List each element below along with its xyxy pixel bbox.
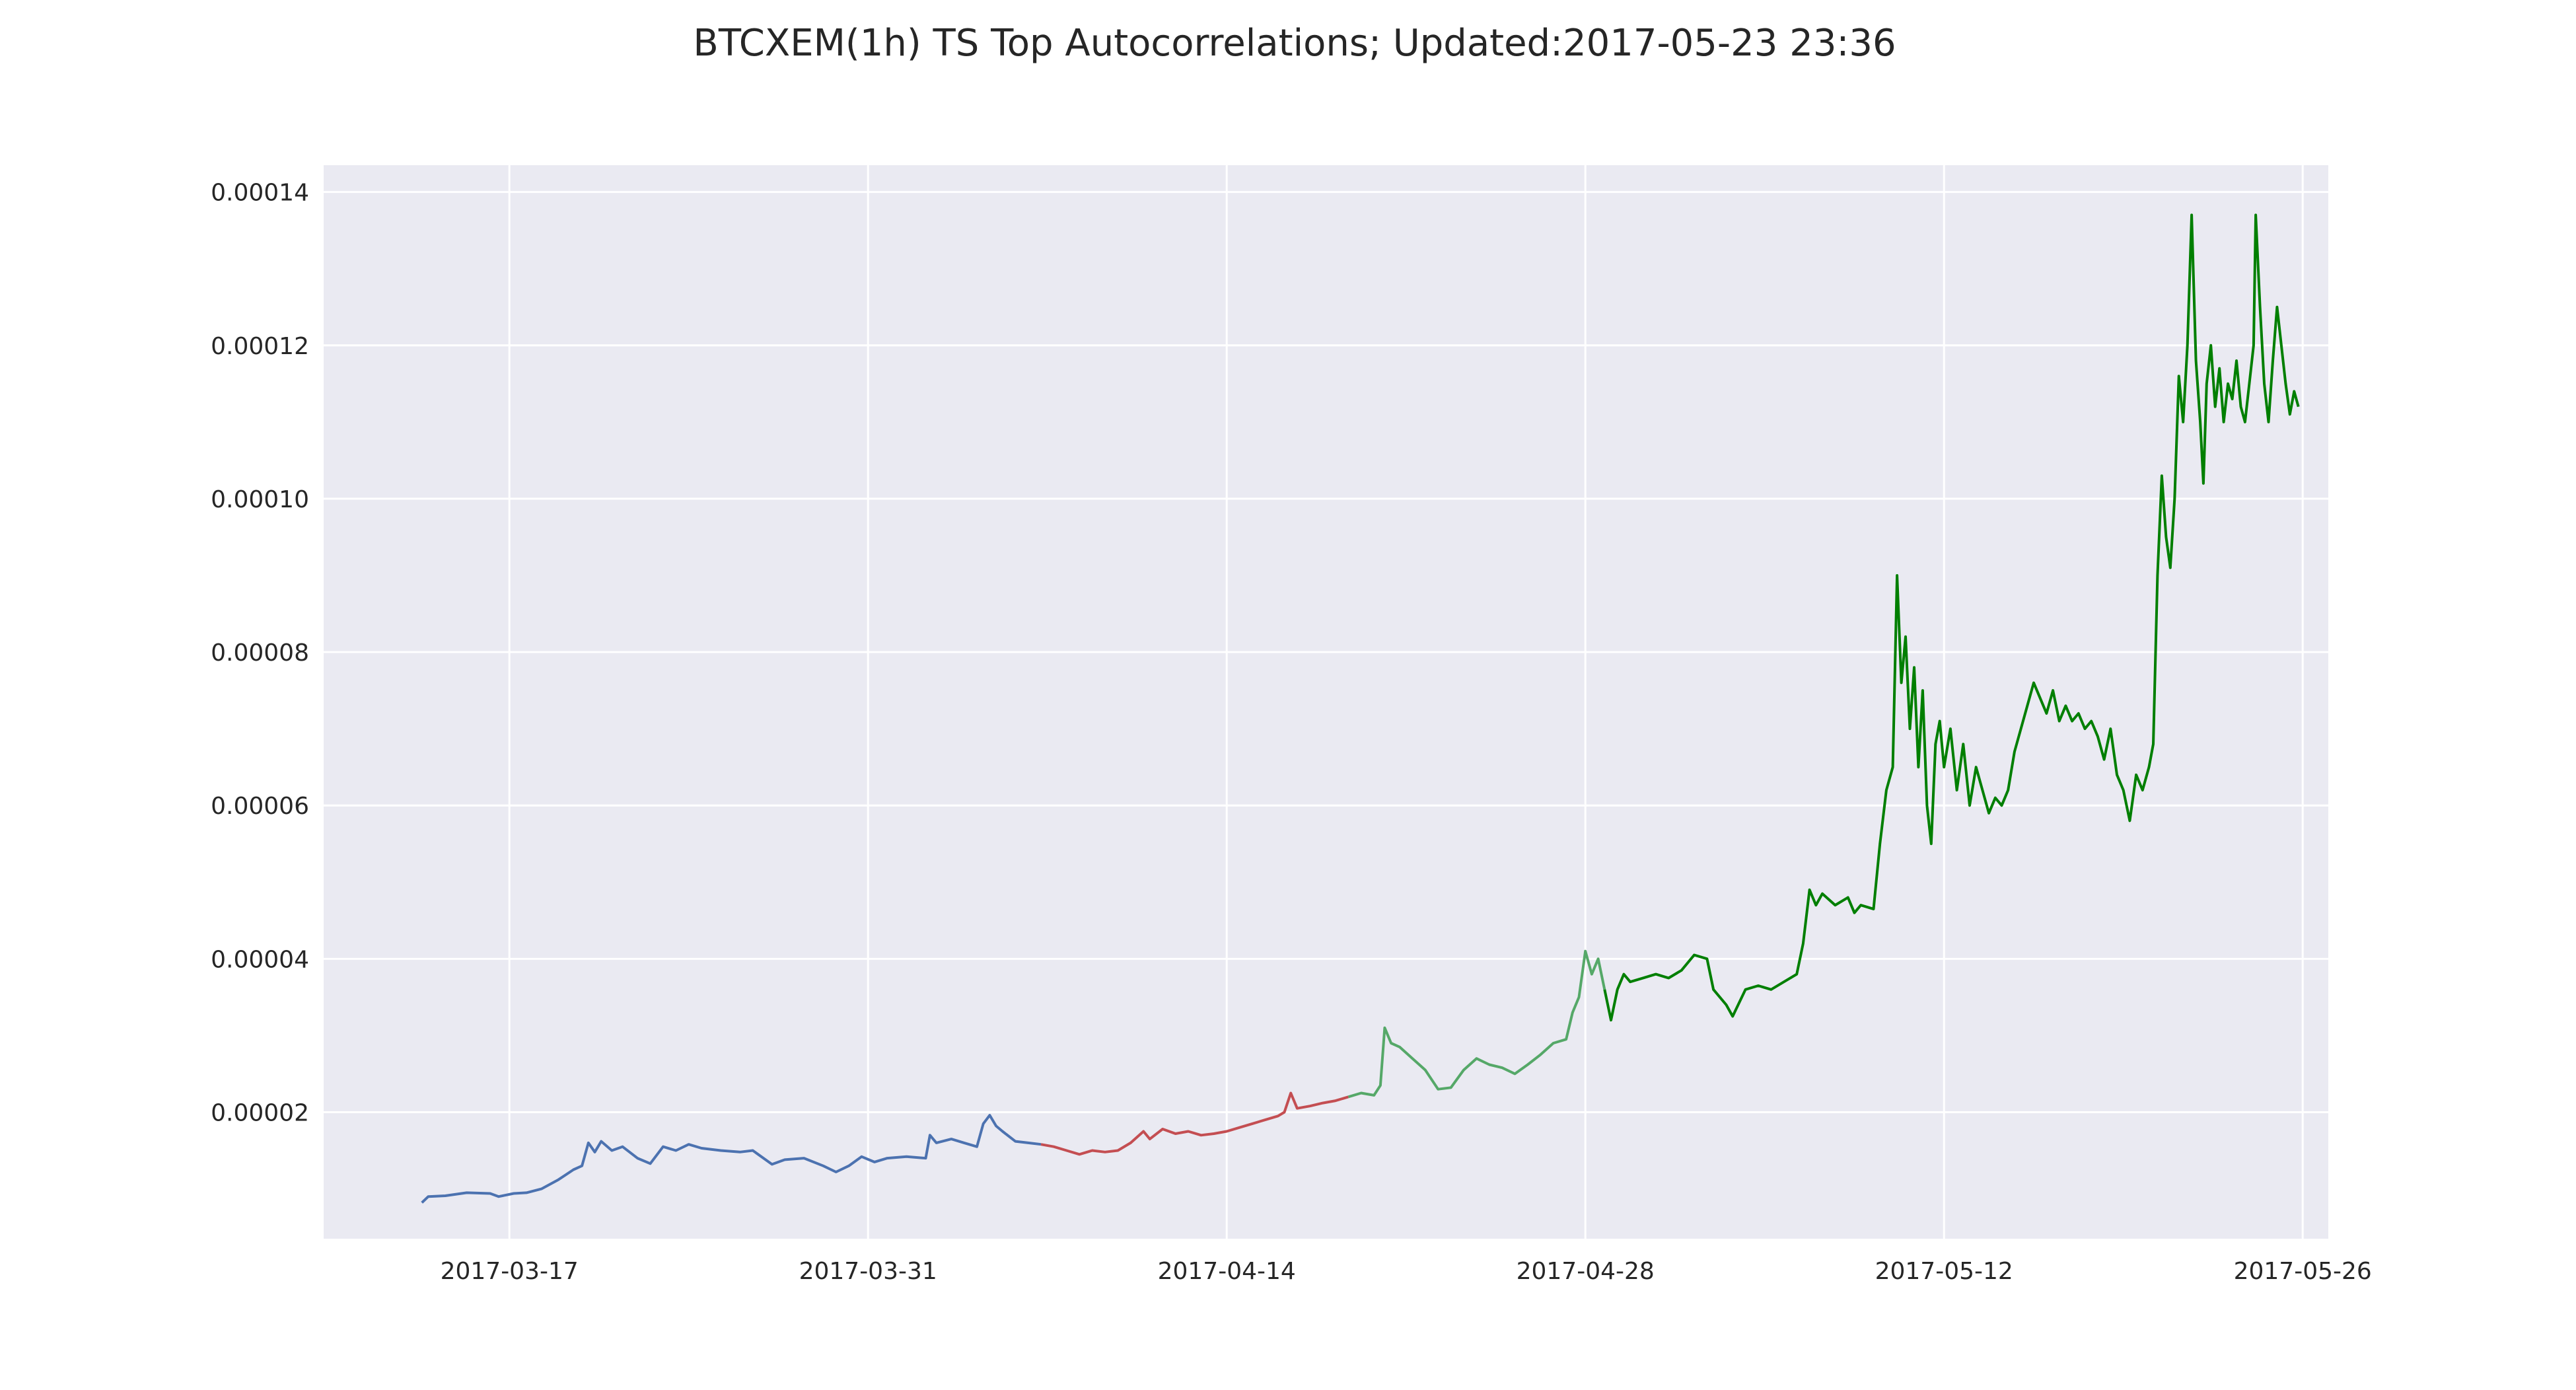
y-tick-label: 0.00004 — [211, 946, 309, 973]
y-tick-label: 0.00010 — [211, 486, 309, 513]
series-line-3 — [1347, 949, 1606, 1099]
series-line-4 — [1603, 213, 2300, 1022]
plot-area — [324, 165, 2328, 1239]
x-tick-label: 2017-04-28 — [1517, 1258, 1655, 1285]
x-axis-ticks: 2017-03-17 2017-03-31 2017-04-14 2017-04-28… — [441, 1258, 2372, 1285]
y-tick-label: 0.00006 — [211, 793, 309, 820]
y-tick-label: 0.00014 — [211, 180, 309, 207]
x-tick-label: 2017-03-31 — [799, 1258, 937, 1285]
y-axis-ticks: 0.00002 0.00004 0.00006 0.00008 0.00010 0.000… — [211, 180, 309, 1127]
series-line-2 — [1040, 1091, 1349, 1156]
series-line-1 — [421, 1114, 1042, 1204]
y-tick-label: 0.00012 — [211, 333, 309, 360]
series-lines — [421, 213, 2300, 1204]
x-tick-label: 2017-05-12 — [1875, 1258, 2013, 1285]
x-tick-label: 2017-03-17 — [441, 1258, 579, 1285]
x-tick-label: 2017-04-14 — [1158, 1258, 1296, 1285]
x-tick-label: 2017-05-26 — [2234, 1258, 2372, 1285]
y-tick-label: 0.00008 — [211, 640, 309, 667]
grid — [324, 165, 2328, 1239]
chart-title: BTCXEM(1h) TS Top Autocorrelations; Upda… — [693, 22, 1896, 65]
y-tick-label: 0.00002 — [211, 1099, 309, 1126]
